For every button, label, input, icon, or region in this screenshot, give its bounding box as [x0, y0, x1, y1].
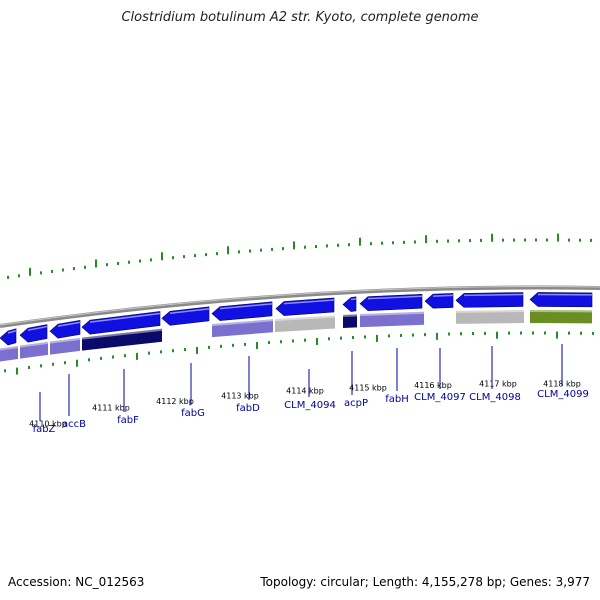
cog-bar [360, 311, 424, 328]
gene-label-clm_4098: CLM_4098 [469, 392, 521, 403]
ruler-label: 4116 kbp [414, 381, 452, 390]
ruler-label: 4115 kbp [349, 383, 387, 392]
gene-arrow-highlight [27, 325, 48, 331]
cog-bar [20, 341, 48, 359]
cog-bar [456, 310, 524, 324]
gene-arrow [161, 306, 210, 326]
ruler-label: 4113 kbp [221, 391, 259, 400]
gene-arrow-highlight [283, 299, 335, 305]
genome-backbone-highlight [0, 285, 600, 326]
ruler-label: 4111 kbp [92, 404, 130, 413]
inner-tick-track [4, 331, 594, 375]
gene-arrow [0, 328, 17, 346]
gene-arrow [81, 311, 161, 335]
cog-bar-highlight [81, 328, 163, 340]
gene-arrow-highlight [432, 294, 454, 297]
cog-bar [82, 328, 162, 351]
gene-arrow-highlight [463, 293, 524, 297]
map-title: Clostridium botulinum A2 str. Kyoto, com… [121, 10, 479, 25]
cog-bar [212, 319, 273, 338]
cog-bar [343, 314, 357, 329]
gene-label-acpp: acpP [344, 398, 368, 409]
cog-bar [530, 309, 592, 324]
gene-arrow [455, 292, 524, 308]
gene-label-fabg: fabG [181, 408, 205, 419]
gene-arrow-highlight [57, 321, 81, 327]
gene-arrow [342, 296, 357, 312]
gc-content-track [7, 233, 592, 279]
gene-arrow [529, 292, 593, 308]
gene-arrow-highlight [219, 303, 273, 310]
gene-arrow-highlight [89, 312, 161, 323]
gene-label-fabh: fabH [385, 394, 409, 405]
cog-bar-highlight [19, 341, 49, 348]
ruler-label: 4110 kbp [29, 419, 67, 428]
cog-bar-highlight [211, 319, 274, 327]
gene-label-track: fabZ accB fabF fabG fabD CLM_4094 acpP fabH CLM_… [33, 344, 589, 435]
ruler-label: 4114 kbp [286, 387, 324, 396]
gene-label-fabz: fabZ [33, 424, 56, 435]
gene-arrow [424, 293, 454, 309]
cog-bar-highlight [342, 314, 358, 318]
ruler-label: 4117 kbp [479, 380, 517, 389]
gene-arrow-highlight [367, 295, 423, 300]
gene-track [0, 292, 593, 346]
cog-bar [50, 337, 80, 355]
ruler-label: 4112 kbp [156, 397, 194, 406]
cog-bar [275, 315, 335, 333]
cog-bar [0, 345, 18, 362]
gene-label-accb: accB [62, 419, 86, 430]
cog-bar-highlight [49, 337, 81, 344]
gene-arrow-highlight [169, 308, 210, 315]
cog-bar-highlight [0, 345, 19, 351]
gene-arrow [211, 301, 273, 321]
cog-bar-highlight [359, 311, 425, 317]
gene-arrow [49, 320, 81, 339]
genome-summary: Topology: circular; Length: 4,155,278 bp… [260, 575, 590, 589]
gene-arrow [19, 324, 48, 343]
genome-backbone [0, 285, 600, 328]
gene-label-fabf: fabF [117, 415, 139, 426]
gene-label-clm_4094: CLM_4094 [284, 400, 336, 411]
cog-track [0, 309, 593, 362]
gene-arrow-highlight [350, 298, 357, 301]
gene-arrow-highlight [7, 330, 17, 334]
cog-bar-highlight [455, 310, 525, 313]
gene-label-clm_4099: CLM_4099 [537, 389, 589, 400]
gene-label-fabd: fabD [236, 403, 260, 414]
cog-bar-highlight [274, 315, 336, 322]
accession-label: Accession: NC_012563 [8, 575, 145, 589]
gene-label-clm_4097: CLM_4097 [414, 392, 466, 403]
